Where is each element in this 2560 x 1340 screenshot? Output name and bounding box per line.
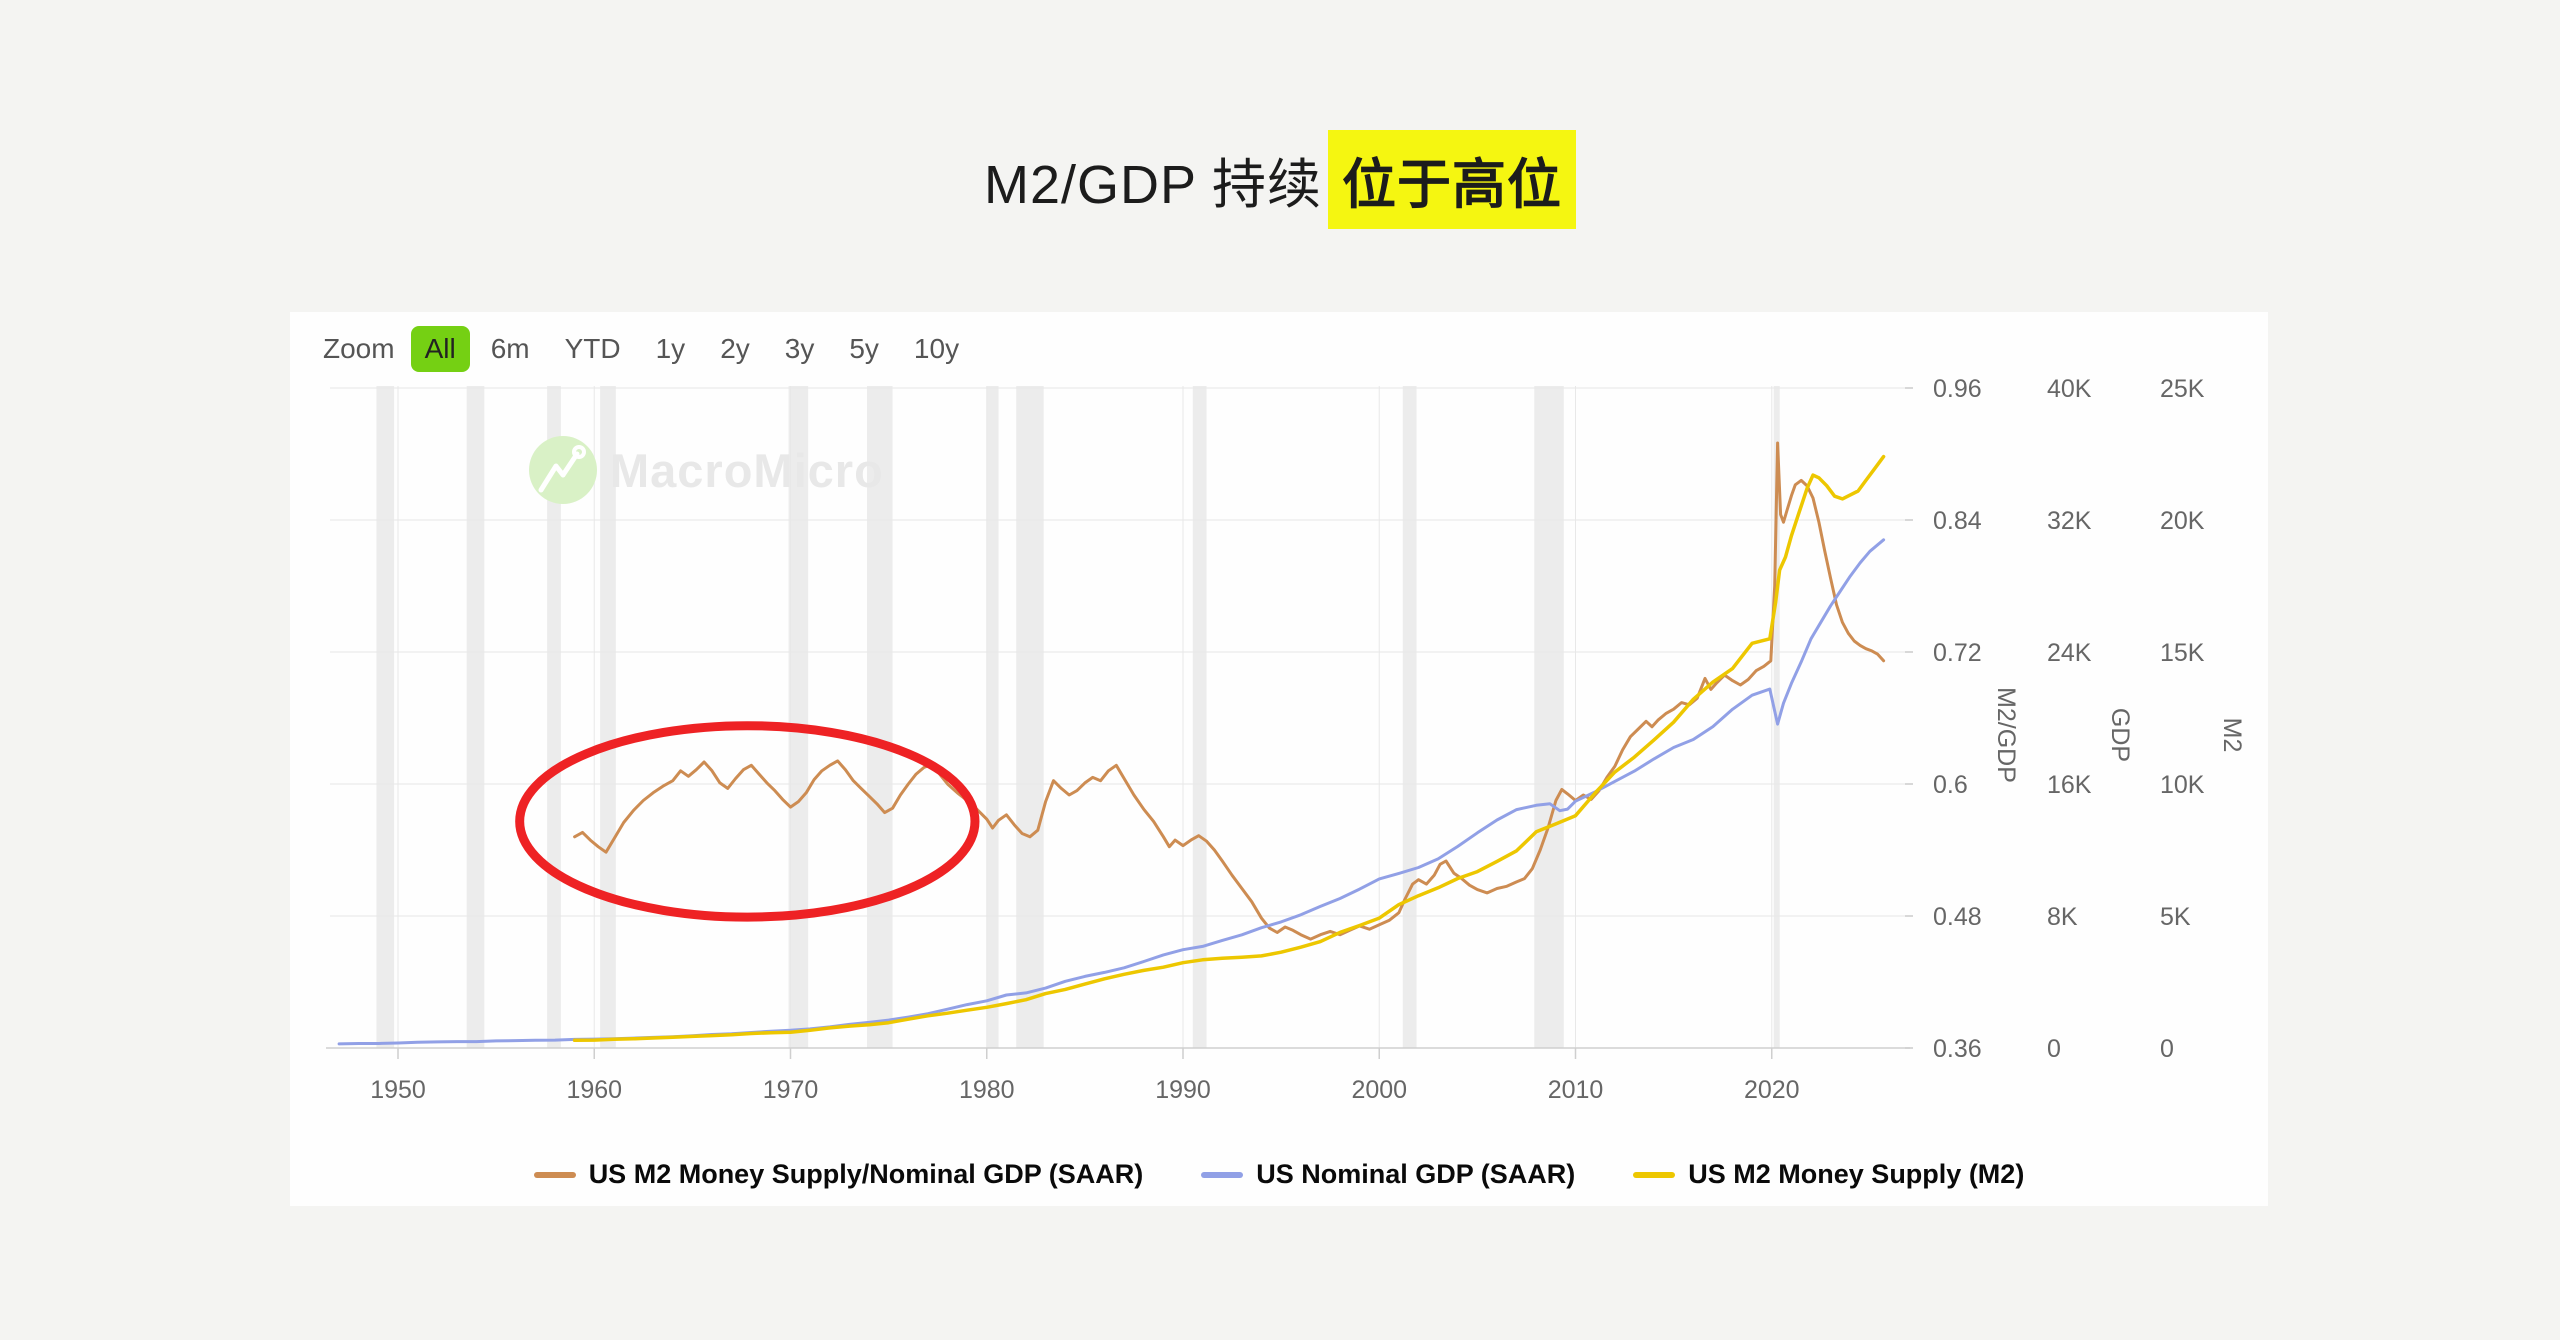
recession-band (600, 386, 616, 1048)
y-axis-title: M2 (2218, 718, 2246, 753)
recession-band (1016, 386, 1044, 1048)
recession-band (867, 386, 893, 1048)
x-tick-label: 2000 (1351, 1076, 1407, 1104)
y-tick-label: 0.84 (1933, 507, 1982, 535)
macromicro-logo-zigzag-icon (538, 451, 580, 493)
legend-label: US Nominal GDP (SAAR) (1256, 1159, 1576, 1189)
range-button-1y[interactable]: 1y (655, 333, 686, 364)
x-tick-label: 1980 (959, 1076, 1015, 1104)
recession-band (1534, 386, 1564, 1048)
y-tick-label: 24K (2047, 639, 2092, 667)
legend-dash-icon (1633, 1171, 1676, 1178)
chart-legend: US M2 Money Supply/Nominal GDP (SAAR) US … (290, 1159, 2268, 1190)
y-axis-title: M2/GDP (1992, 687, 2020, 783)
y-tick-label: 40K (2047, 375, 2092, 403)
y-tick-label: 0 (2160, 1035, 2174, 1063)
chart-canvas: MacroMicro 1950 1960 1970 1980 1990 2000 2010 20… (326, 375, 2246, 1104)
y-tick-label: 16K (2047, 771, 2092, 799)
page-title-text: M2/GDP 持续 (983, 155, 1323, 215)
recession-band (466, 386, 485, 1048)
legend-dash-icon (1201, 1171, 1244, 1178)
macromicro-logo-icon (529, 436, 597, 504)
page-title: M2/GDP 持续 位于高位 (0, 130, 2560, 229)
x-tick-label: 2020 (1744, 1076, 1800, 1104)
y-tick-label: 32K (2047, 507, 2092, 535)
range-button-ytd[interactable]: YTD (564, 333, 621, 364)
recession-band (1192, 386, 1207, 1048)
recession-band (788, 386, 809, 1048)
legend-label: US M2 Money Supply (M2) (1688, 1159, 2025, 1189)
y-axis-title: GDP (2106, 708, 2134, 762)
y-tick-label: 0.72 (1933, 639, 1982, 667)
y-tick-label: 5K (2160, 903, 2191, 931)
y-tick-label: 0 (2047, 1035, 2061, 1063)
macromicro-logo-dot-icon (572, 445, 586, 459)
legend-item[interactable]: US Nominal GDP (SAAR) (1201, 1159, 1575, 1190)
range-button-6m[interactable]: 6m (490, 333, 530, 364)
x-tick-label: 2010 (1548, 1076, 1604, 1104)
legend-dash-icon (533, 1171, 576, 1178)
zoom-label: Zoom (323, 333, 395, 364)
y-tick-label: 0.36 (1933, 1035, 1982, 1063)
y-tick-label: 10K (2160, 771, 2205, 799)
watermark-text: MacroMicro (610, 444, 884, 497)
chart-card: MacroMicro 1950 1960 1970 1980 1990 2000 2010 20… (290, 312, 2268, 1206)
range-buttons: All 6m YTD 1y 2y 3y 5y 10y (410, 326, 981, 372)
legend-label: US M2 Money Supply/Nominal GDP (SAAR) (588, 1159, 1144, 1189)
range-button-2y[interactable]: 2y (720, 333, 750, 364)
series-line-m2-gdp-ratio (573, 441, 1886, 941)
recession-band (547, 386, 561, 1048)
range-toolbar: Zoom All 6m YTD 1y 2y 3y 5y 10y (323, 326, 980, 372)
recession-band (986, 386, 999, 1048)
y-tick-label: 0.6 (1933, 771, 1968, 799)
page-title-highlight: 位于高位 (1328, 130, 1577, 229)
x-tick-label: 1960 (566, 1076, 622, 1104)
series-line-nominal-gdp (337, 538, 1886, 1046)
range-button-10y[interactable]: 10y (913, 333, 960, 364)
y-tick-label: 15K (2160, 639, 2205, 667)
x-tick-label: 1990 (1155, 1076, 1211, 1104)
recession-band (376, 386, 395, 1048)
range-button-3y[interactable]: 3y (784, 333, 815, 364)
x-tick-label: 1970 (763, 1076, 819, 1104)
y-tick-label: 0.96 (1933, 375, 1982, 403)
range-button-5y[interactable]: 5y (849, 333, 879, 364)
y-tick-label: 25K (2160, 375, 2205, 403)
y-tick-label: 0.48 (1933, 903, 1982, 931)
recession-band (1402, 386, 1417, 1048)
series-line-m2-money-supply (572, 454, 1886, 1043)
legend-item[interactable]: US M2 Money Supply (M2) (1633, 1159, 2024, 1190)
annotation-ellipse (515, 721, 980, 922)
x-tick-label: 1950 (370, 1076, 426, 1104)
range-button-all[interactable]: All (410, 326, 470, 372)
legend-item[interactable]: US M2 Money Supply/Nominal GDP (SAAR) (533, 1159, 1144, 1190)
y-tick-label: 8K (2047, 903, 2078, 931)
chart-plot-area[interactable]: MacroMicro 1950 1960 1970 1980 1990 2000 2010 20… (290, 312, 2268, 1206)
y-tick-label: 20K (2160, 507, 2205, 535)
